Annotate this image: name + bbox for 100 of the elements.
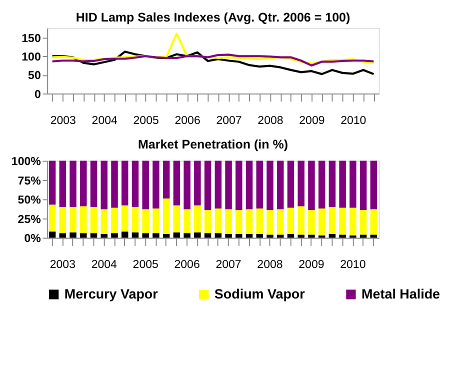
bar <box>308 210 315 235</box>
bar <box>59 206 66 234</box>
bar <box>121 160 128 206</box>
bar <box>121 232 128 238</box>
x-tick-label: 2003 <box>50 114 76 127</box>
y-tick-label: 75% <box>18 175 41 188</box>
bar <box>339 208 346 235</box>
x-tick-label: 2010 <box>340 259 366 272</box>
bar <box>225 160 232 210</box>
bar <box>360 210 367 235</box>
x-tick-label: 2007 <box>216 259 242 272</box>
bar <box>339 160 346 208</box>
bar <box>80 160 87 206</box>
bar <box>184 233 190 238</box>
y-tick-label: 100% <box>11 156 41 168</box>
x-tick-label: 2009 <box>298 259 324 272</box>
bar <box>370 209 378 235</box>
bar <box>111 160 118 208</box>
legend-label: Mercury Vapor <box>64 286 159 302</box>
x-tick-label: 2004 <box>92 114 118 127</box>
bar <box>194 160 201 206</box>
bar <box>70 160 76 207</box>
bar <box>328 160 336 207</box>
x-tick-label: 2006 <box>174 259 200 272</box>
bar <box>194 205 201 232</box>
bar <box>162 160 170 198</box>
bar <box>152 208 160 234</box>
bar <box>48 204 56 232</box>
bar <box>328 206 336 234</box>
bar <box>298 206 304 235</box>
bar <box>173 205 180 232</box>
bar <box>173 160 180 206</box>
bar <box>121 205 128 232</box>
bar <box>184 160 190 210</box>
bar <box>90 206 98 234</box>
bar <box>370 234 378 238</box>
bar <box>225 234 232 238</box>
bar <box>214 160 222 208</box>
bar <box>350 208 356 236</box>
bar <box>152 233 160 238</box>
bar <box>173 232 180 238</box>
line-series <box>51 50 375 76</box>
bar <box>162 198 170 234</box>
bar <box>214 208 222 234</box>
line-series <box>51 54 375 67</box>
bar <box>100 160 108 210</box>
bar <box>194 232 201 238</box>
y-tick-label: 50% <box>18 194 41 207</box>
bar <box>236 210 242 234</box>
bar <box>100 209 108 234</box>
x-tick-label: 2004 <box>91 259 118 272</box>
y-tick-label: 0 <box>34 88 41 101</box>
x-tick-label: 2010 <box>340 114 366 127</box>
bar <box>184 209 190 234</box>
legend-label: Sodium Vapor <box>214 286 306 302</box>
bar <box>132 206 139 232</box>
y-tick-label: 150 <box>22 32 41 45</box>
bar <box>370 160 378 210</box>
bar <box>360 160 367 210</box>
bar <box>308 234 315 238</box>
bar <box>204 233 212 238</box>
y-tick-label: 25% <box>18 214 41 226</box>
bar <box>59 233 66 238</box>
bar <box>266 160 274 210</box>
bar <box>318 160 326 208</box>
y-tick-label: 0% <box>24 233 41 246</box>
bar <box>111 208 118 234</box>
x-tick-label: 2007 <box>216 114 242 127</box>
bar <box>70 232 76 238</box>
bar <box>204 160 212 210</box>
bar <box>90 233 98 238</box>
chart-title: HID Lamp Sales Indexes (Avg. Qtr. 2006 = 100) <box>76 10 350 24</box>
bar <box>298 234 304 238</box>
bar <box>142 233 149 238</box>
bar <box>276 160 284 210</box>
x-tick-label: 2009 <box>299 114 325 127</box>
bar <box>59 160 66 207</box>
x-tick-label: 2005 <box>133 114 159 127</box>
bar <box>80 233 87 238</box>
x-tick-label: 2006 <box>174 114 200 127</box>
bar <box>276 209 284 235</box>
x-tick-label: 2005 <box>132 259 158 272</box>
bar <box>266 234 274 238</box>
bar <box>70 206 76 232</box>
bar <box>339 234 346 238</box>
bar <box>266 210 274 235</box>
bar <box>360 234 367 238</box>
legend-label: Metal Halide <box>362 286 441 302</box>
x-tick-label: 2008 <box>257 259 283 272</box>
bar <box>48 232 56 238</box>
bar <box>132 160 139 207</box>
x-tick-label: 2008 <box>258 114 284 127</box>
bar <box>287 208 294 234</box>
bar <box>214 233 222 238</box>
bar <box>298 160 304 206</box>
bar <box>276 234 284 238</box>
bar <box>246 209 253 234</box>
bar <box>350 235 356 238</box>
line-series <box>51 32 375 65</box>
bar <box>111 233 118 238</box>
